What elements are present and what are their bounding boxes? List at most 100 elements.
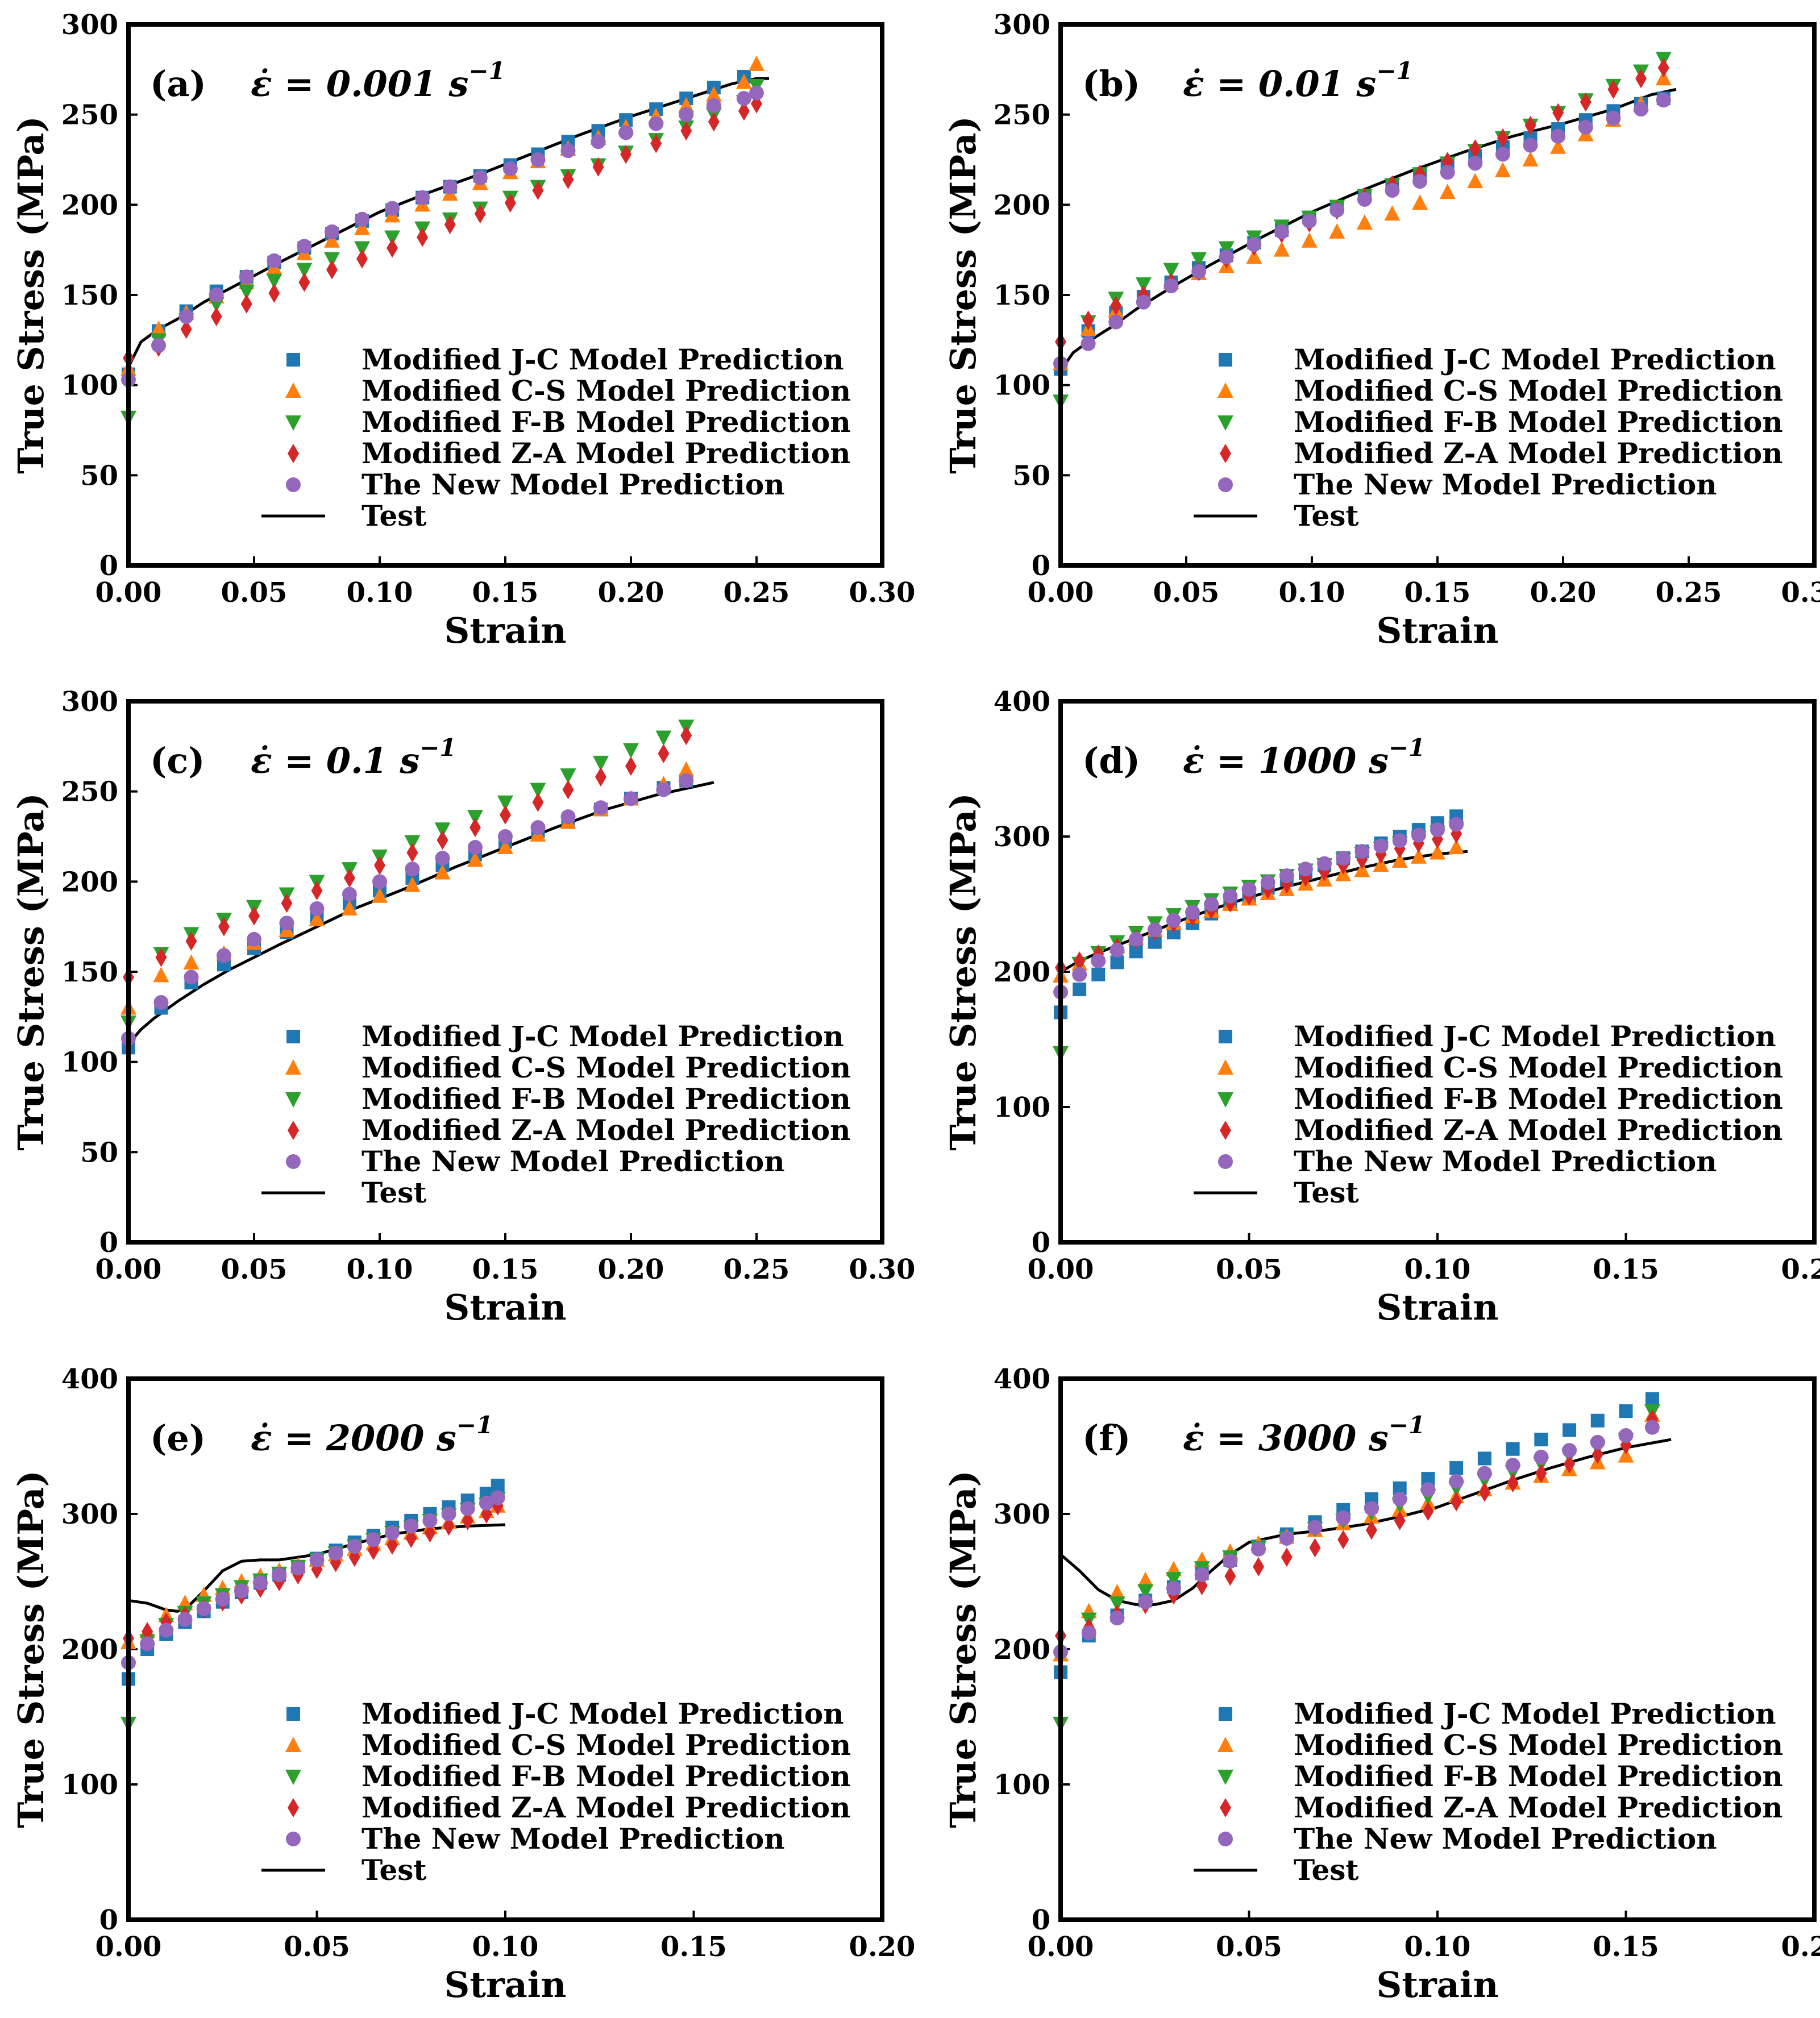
- legend-marker-jc: [1219, 353, 1232, 367]
- x-tick-label: 0.20: [1781, 1931, 1820, 1963]
- y-tick-label: 100: [61, 1047, 118, 1079]
- data-point-jc: [1619, 1404, 1633, 1418]
- data-point-new: [215, 1591, 230, 1607]
- data-point-new: [1392, 1491, 1407, 1507]
- data-point-cs: [1384, 205, 1401, 221]
- data-point-new: [1110, 1611, 1125, 1626]
- data-point-new: [405, 862, 420, 877]
- data-point-fb: [655, 730, 672, 746]
- y-tick-label: 0: [99, 1227, 118, 1259]
- data-point-new: [1357, 192, 1372, 207]
- legend-label: The New Model Prediction: [361, 1145, 785, 1178]
- legend-label: Modified F-B Model Prediction: [361, 405, 851, 439]
- data-point-za: [650, 134, 662, 153]
- data-point-cs: [1109, 1584, 1125, 1600]
- x-tick-label: 0.15: [472, 1254, 539, 1285]
- legend-label: The New Model Prediction: [361, 1822, 785, 1855]
- x-axis-title: Strain: [1377, 610, 1499, 651]
- data-point-za: [658, 744, 670, 764]
- data-point-new: [385, 1525, 400, 1541]
- data-point-new: [177, 1612, 193, 1627]
- data-point-new: [1468, 156, 1483, 171]
- data-point-fb: [1165, 1572, 1182, 1588]
- data-point-fb: [404, 835, 421, 851]
- data-point-cs: [153, 967, 169, 983]
- data-point-cs: [341, 900, 358, 916]
- data-point-za: [1309, 1538, 1321, 1558]
- data-point-new: [1241, 881, 1257, 897]
- legend-label: Modified F-B Model Prediction: [361, 1759, 851, 1793]
- data-point-new: [1223, 1554, 1238, 1569]
- data-point-za: [1592, 1445, 1603, 1464]
- data-point-new: [530, 152, 546, 167]
- x-tick-label: 0.15: [1593, 1254, 1659, 1285]
- data-point-za: [1082, 310, 1094, 330]
- x-tick-label: 0.00: [95, 1931, 162, 1963]
- data-point-new: [1164, 278, 1179, 294]
- x-axis-title: Strain: [444, 1964, 567, 2005]
- legend-marker-jc: [1219, 1030, 1232, 1043]
- data-point-fb: [266, 273, 282, 289]
- data-point-new: [442, 179, 458, 194]
- data-point-new: [1477, 1466, 1492, 1481]
- y-tick-label: 300: [61, 686, 118, 718]
- plot-frame: [1058, 22, 1817, 568]
- y-tick-label: 150: [61, 956, 118, 988]
- data-point-new: [1634, 102, 1649, 117]
- y-tick-label: 400: [994, 1363, 1050, 1395]
- data-point-fb: [623, 743, 639, 759]
- legend-marker-fb: [1218, 415, 1233, 431]
- data-point-new: [159, 1622, 174, 1638]
- data-point-cs: [354, 219, 371, 235]
- data-point-new: [422, 1513, 438, 1528]
- x-axis-title: Strain: [1377, 1287, 1499, 1328]
- data-point-za: [1478, 1482, 1490, 1502]
- legend-marker-fb: [285, 415, 301, 431]
- data-point-za: [155, 947, 167, 967]
- data-point-new: [435, 851, 450, 866]
- data-point-cs: [1430, 844, 1445, 860]
- data-point-new: [1364, 1501, 1379, 1516]
- legend-marker-new: [286, 1832, 301, 1846]
- data-point-za: [1552, 103, 1564, 123]
- data-point-new: [234, 1583, 249, 1599]
- data-point-new: [415, 190, 430, 205]
- panel-label: (d): [1082, 740, 1140, 781]
- data-point-jc: [1073, 982, 1087, 996]
- x-tick-label: 0.05: [1216, 1931, 1282, 1963]
- data-point-cs: [1448, 839, 1465, 855]
- data-point-new: [1166, 1580, 1181, 1596]
- data-point-za: [218, 917, 230, 937]
- data-point-new: [1385, 182, 1400, 198]
- y-axis-title: True Stress (MPa): [942, 1470, 984, 1828]
- data-point-new: [209, 288, 224, 302]
- data-point-new: [1590, 1434, 1605, 1450]
- data-point-new: [1329, 202, 1345, 218]
- chart-panel: 0.00 0.05 0.10 0.15 0.20 0.25 0.30 0 50 100 150 200…: [10, 686, 915, 1328]
- x-tick-label: 0.10: [347, 577, 413, 609]
- data-point-za: [180, 319, 192, 339]
- data-point-new: [1495, 147, 1510, 162]
- data-point-new: [372, 874, 387, 889]
- data-point-za: [1607, 80, 1619, 99]
- data-point-new: [1534, 1450, 1549, 1465]
- data-point-new: [502, 161, 518, 176]
- data-point-za: [356, 249, 368, 269]
- y-tick-label: 100: [994, 370, 1050, 402]
- data-point-za: [680, 726, 692, 746]
- legend-label: Modified C-S Model Prediction: [1294, 374, 1783, 407]
- data-point-za: [1365, 1520, 1377, 1540]
- y-tick-label: 200: [994, 956, 1050, 988]
- y-tick-label: 250: [61, 99, 118, 131]
- data-point-new: [1373, 838, 1389, 854]
- x-tick-label: 0.00: [95, 577, 162, 609]
- data-point-new: [1081, 336, 1096, 351]
- data-point-new: [1302, 213, 1317, 228]
- data-point-new: [272, 1567, 287, 1583]
- legend-marker-za: [1220, 1798, 1231, 1817]
- x-tick-label: 0.00: [1028, 1254, 1094, 1285]
- legend-marker-za: [1220, 444, 1231, 463]
- y-tick-label: 200: [994, 189, 1050, 221]
- legend-label: Modified C-S Model Prediction: [361, 1728, 851, 1762]
- data-point-new: [178, 309, 194, 324]
